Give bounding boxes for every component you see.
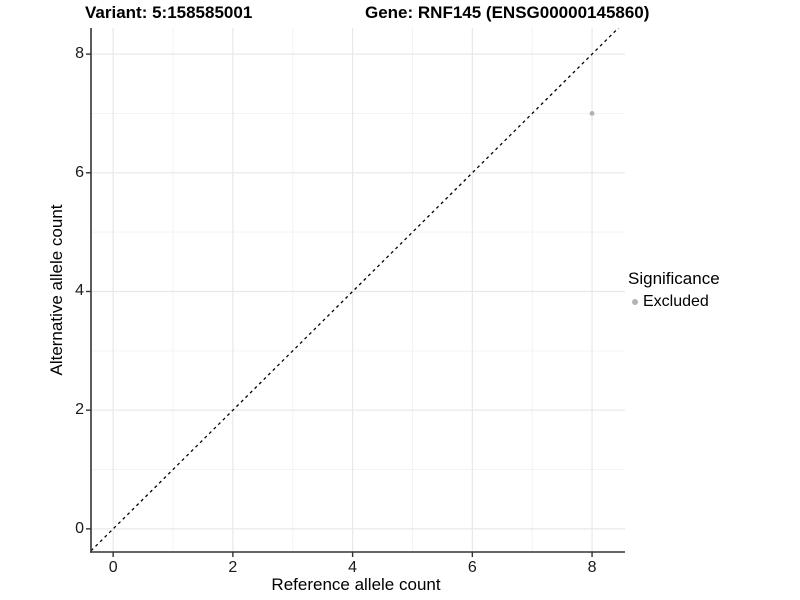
y-tick-label: 0 — [75, 519, 84, 537]
data-point — [589, 111, 595, 116]
legend-title: Significance — [628, 269, 720, 288]
legend-item-label: Excluded — [643, 293, 709, 310]
y-axis-title: Alternative allele count — [47, 204, 66, 376]
y-tick-label: 2 — [75, 401, 84, 419]
x-tick-label: 4 — [348, 559, 358, 576]
identity-dashed-line — [91, 28, 620, 552]
x-axis-title: Reference allele count — [271, 575, 441, 594]
excluded-point-icon — [632, 299, 638, 305]
x-tick-label: 6 — [467, 559, 477, 576]
y-tick-label: 8 — [75, 45, 84, 63]
x-tick-label: 8 — [587, 559, 597, 576]
x-tick-label: 2 — [228, 559, 238, 576]
y-tick-label: 6 — [75, 163, 84, 181]
plot-title-variant: Variant: 5:158585001 — [85, 3, 253, 22]
legend-item-excluded: Excluded — [628, 293, 720, 311]
x-tick-label: 0 — [108, 559, 118, 576]
plot-title-gene: Gene: RNF145 (ENSG00000145860) — [365, 3, 650, 22]
y-tick-label: 4 — [75, 282, 84, 300]
legend: Significance Excluded — [628, 269, 720, 311]
